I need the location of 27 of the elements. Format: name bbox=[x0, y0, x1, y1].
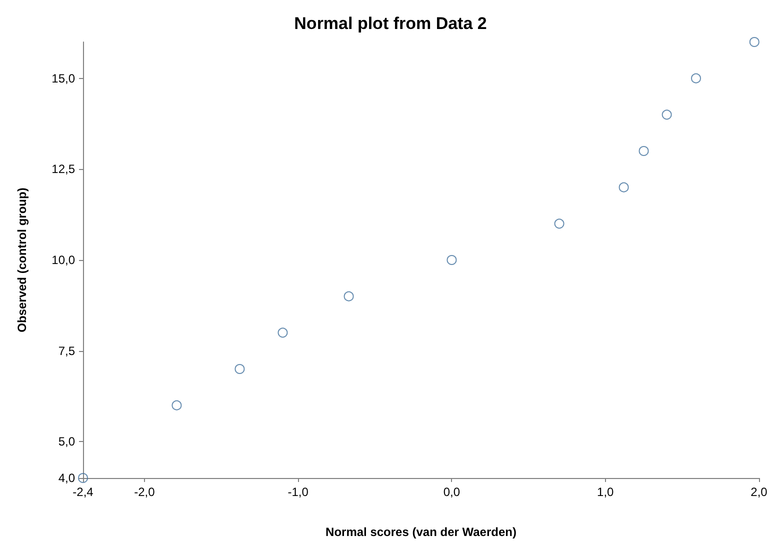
point bbox=[691, 73, 702, 84]
point bbox=[638, 146, 649, 156]
y-tick-label: 7,5 bbox=[58, 344, 76, 358]
point bbox=[344, 291, 354, 302]
point bbox=[172, 400, 182, 410]
x-axis-title: Normal scores (van der Waerden) bbox=[326, 525, 516, 539]
y-tick-label: 12,5 bbox=[52, 162, 76, 176]
chart-title: Normal plot from Data 2 bbox=[294, 14, 487, 33]
point bbox=[618, 182, 629, 192]
x-tick-label: -1,0 bbox=[288, 485, 309, 499]
x-tick-label: -2,4 bbox=[72, 485, 94, 499]
x-tick-label: -2,0 bbox=[134, 485, 156, 499]
y-tick-label: 10,0 bbox=[52, 253, 76, 267]
point bbox=[749, 37, 760, 47]
y-axis-title: Observed (control group) bbox=[15, 188, 29, 332]
point bbox=[662, 110, 672, 120]
point bbox=[446, 255, 457, 265]
point bbox=[234, 364, 245, 374]
x-tick-label: 1,0 bbox=[597, 485, 614, 499]
y-tick-label: 5,0 bbox=[58, 434, 76, 449]
y-tick-label: 15,0 bbox=[52, 71, 76, 86]
point bbox=[278, 328, 288, 338]
point bbox=[554, 218, 564, 229]
point bbox=[78, 473, 88, 483]
x-tick-label: 2,0 bbox=[750, 485, 768, 499]
y-tick-label: 4,0 bbox=[58, 471, 76, 485]
x-tick-label: 0,0 bbox=[443, 485, 460, 499]
